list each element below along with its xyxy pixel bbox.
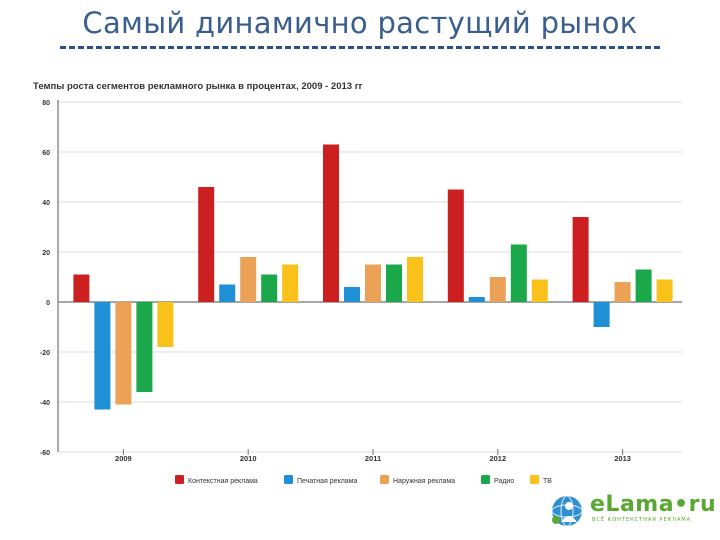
bar [656,279,673,302]
bar [635,269,652,302]
y-tick-label: 40 [42,200,50,207]
bar [115,302,132,405]
y-tick-label: 60 [42,150,50,157]
bar [365,264,381,302]
bar [219,284,236,302]
legend-label: Радио [494,478,514,485]
logo-text: eLama•ru [590,492,717,517]
bar [468,297,485,302]
title-underline [60,46,660,49]
bar [344,287,360,302]
bar [407,257,423,302]
globe-person-icon [551,495,583,527]
x-tick-label: 2013 [614,454,631,463]
bar [261,274,278,302]
y-tick-label: -40 [40,400,50,407]
x-tick-label: 2012 [489,454,506,463]
bar [94,302,111,410]
y-tick-label: 20 [42,250,50,257]
bar [282,264,299,302]
legend-swatch [481,475,490,484]
bar [73,274,90,302]
y-tick-label: 80 [42,100,50,107]
y-tick-label: -20 [40,350,50,357]
y-tick-label: 0 [46,300,50,307]
chart-title: Темпы роста сегментов рекламного рынка в… [33,81,363,92]
legend-label: Наружная реклама [393,478,455,485]
y-tick-label: -60 [40,450,50,457]
logo-tagline: ВСЁ КОНТЕКСТНАЯ РЕКЛАМА [592,517,692,523]
legend-label: Контекстная реклама [188,478,258,485]
bar [198,187,215,302]
bar [593,302,610,327]
legend-label: Печатная реклама [297,478,357,485]
slide-title: Самый динамично растущий рынок [82,6,638,40]
x-tick-label: 2009 [115,454,132,463]
legend-swatch [175,475,184,484]
bar [531,279,548,302]
elama-logo: eLama•ru ВСЁ КОНТЕКСТНАЯ РЕКЛАМА [550,492,716,528]
x-tick-label: 2010 [240,454,257,463]
bar [489,277,506,302]
bar [614,282,631,302]
bar [323,144,339,302]
x-tick-label: 2011 [365,454,381,463]
bar [240,257,257,302]
bar [386,264,402,302]
bar [447,189,464,302]
bar [510,244,527,302]
bar [572,217,589,302]
legend-swatch [380,475,389,484]
legend-swatch [530,475,539,484]
bar [157,302,174,347]
legend-swatch [284,475,293,484]
legend-label: ТВ [543,478,552,485]
bar [136,302,153,392]
